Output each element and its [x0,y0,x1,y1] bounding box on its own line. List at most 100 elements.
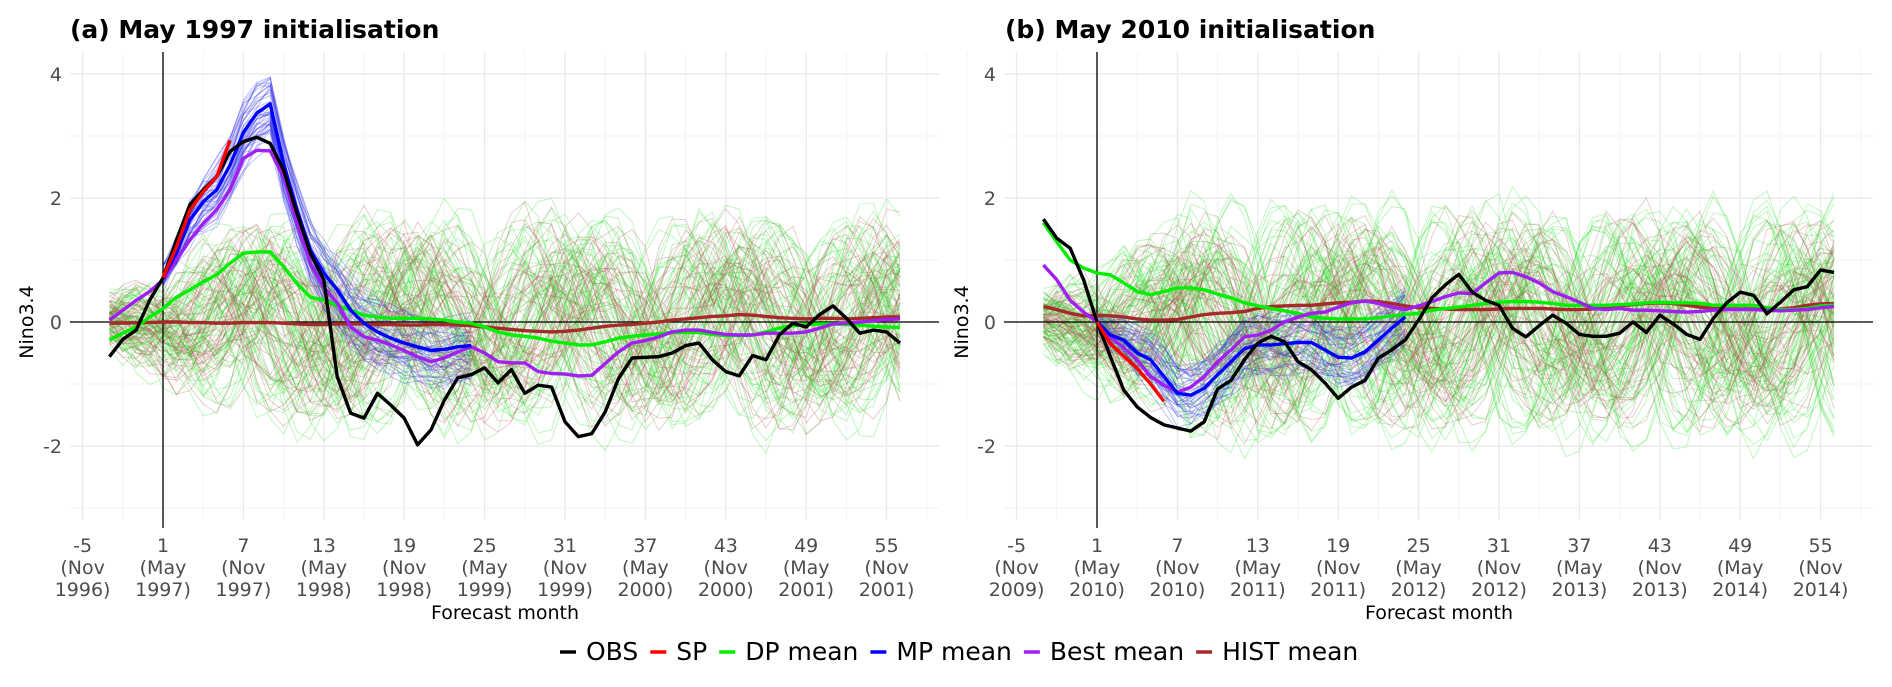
ensemble-member-line [108,223,901,434]
ensemble-member-line [1043,273,1835,382]
ensemble-member-line [1043,206,1835,431]
ensemble-member-line [108,213,901,452]
ensemble-member-line [1043,234,1835,414]
ensemble-member-line [1043,248,1835,384]
panel-a-x-axis-label: Forecast month [431,602,579,624]
x-tick-label: 43 (Nov 2013) [1632,535,1688,601]
ensemble-member-line [1043,253,1835,389]
ensemble-member-line [109,225,901,415]
ensemble-member-line [109,239,901,395]
legend-item: Best mean [1023,637,1184,666]
ensemble-member-line [1043,217,1835,430]
ensemble-member-line [109,220,901,430]
ensemble-member-line [109,216,901,440]
ensemble-member-line [1043,196,1835,440]
ensemble-member-line [1096,327,1406,402]
ensemble-member-line [1096,320,1406,418]
legend-label: SP [676,637,707,666]
ensemble-member-line [109,243,901,406]
ensemble-member-line [1043,210,1835,430]
ensemble-member-line [109,260,901,382]
ensemble-member-line [109,268,901,366]
ensemble-member-line [1043,247,1835,381]
ensemble-member-line [109,231,901,404]
ensemble-member-line [109,233,901,413]
ensemble-member-line [109,221,901,432]
x-tick-label: 7 (Nov 1997) [216,535,272,601]
ensemble-member-line [1043,246,1835,408]
ensemble-member-line [109,226,901,424]
ensemble-member-line [1043,205,1835,439]
y-tick-label: -2 [977,436,996,458]
ensemble-member-line [1043,234,1835,408]
ensemble-member-line [109,248,901,375]
ensemble-member-line [1043,267,1835,381]
ensemble-member-line [109,279,901,369]
ensemble-member-line [108,215,901,431]
x-tick-label: 31 (Nov 1999) [537,535,593,601]
ensemble-member-line [109,285,901,371]
ensemble-member-line [1096,320,1406,409]
ensemble-member-line [109,262,901,378]
ensemble-member-line [1042,193,1835,441]
y-tick-label: 4 [50,64,62,86]
ensemble-member-line [109,249,901,387]
ensemble-member-line [109,251,901,394]
ensemble-member-line [1043,204,1835,451]
ensemble-member-line [109,246,901,400]
ensemble-member-line [1042,208,1835,429]
x-tick-label: 43 (Nov 2000) [698,535,754,601]
ensemble-member-line [109,207,901,446]
ensemble-member-line [109,215,901,408]
ensemble-member-line [162,124,472,390]
ensemble-member-line [1043,190,1835,439]
ensemble-member-line [1096,293,1406,379]
ensemble-member-line [1043,195,1835,443]
ensemble-member-line [1043,242,1835,411]
ensemble-member-line [162,76,472,334]
ensemble-member-line [1042,225,1835,419]
legend-label: OBS [586,637,638,666]
x-tick-label: 37 (May 2013) [1552,535,1608,601]
ensemble-member-line [1043,268,1835,377]
ensemble-member-line [109,246,901,412]
ensemble-member-line [1096,294,1406,371]
ensemble-member-line [1042,252,1835,399]
x-tick-labels: -5 (Nov 1996) 1 (May 1997) 7 (Nov 1997) 13 (May 199… [55,535,915,601]
ensemble-member-line [1043,207,1835,420]
ensemble-member-line [1043,241,1835,389]
ensemble-member-line [1043,288,1835,366]
ensemble-member-line [109,254,901,400]
ensemble-member-line [1043,232,1835,402]
ensemble-member-line [1043,252,1835,401]
ensemble-member-line [109,278,901,369]
ensemble-member-line [1043,238,1835,400]
ensemble-member-line [1043,236,1835,415]
ensemble-member-line [1043,185,1835,461]
series-sp-line [1095,321,1166,403]
ensemble-member-line [162,84,472,332]
ensemble-member-line [162,140,472,382]
ensemble-member-line [1043,251,1835,385]
ensemble-member-line [1043,237,1835,404]
x-tick-label: 55 (Nov 2014) [1793,535,1849,601]
ensemble-member-line [162,120,472,389]
ensemble-member-line [1043,238,1835,404]
ensemble-member-line [1043,204,1835,446]
ensemble-member-line [109,248,901,403]
ensemble-member-line [109,200,901,455]
ensemble-member-line [109,240,901,404]
ensemble-member-line [1096,290,1406,373]
ensemble-member-line [1096,290,1406,374]
ensemble-member-line [1043,273,1835,358]
ensemble-member-line [1043,197,1835,445]
y-tick-labels: 4 2 0 -2 [977,64,996,458]
ensemble-member-line [1043,258,1835,388]
ensemble-member-line [109,278,901,384]
series-sp-line [161,139,232,279]
ensemble-member-line [1043,255,1835,378]
x-tick-label: 37 (May 2000) [618,535,674,601]
series-obs-line [108,135,902,447]
panel-b-y-axis-label: Nino3.4 [951,285,973,358]
